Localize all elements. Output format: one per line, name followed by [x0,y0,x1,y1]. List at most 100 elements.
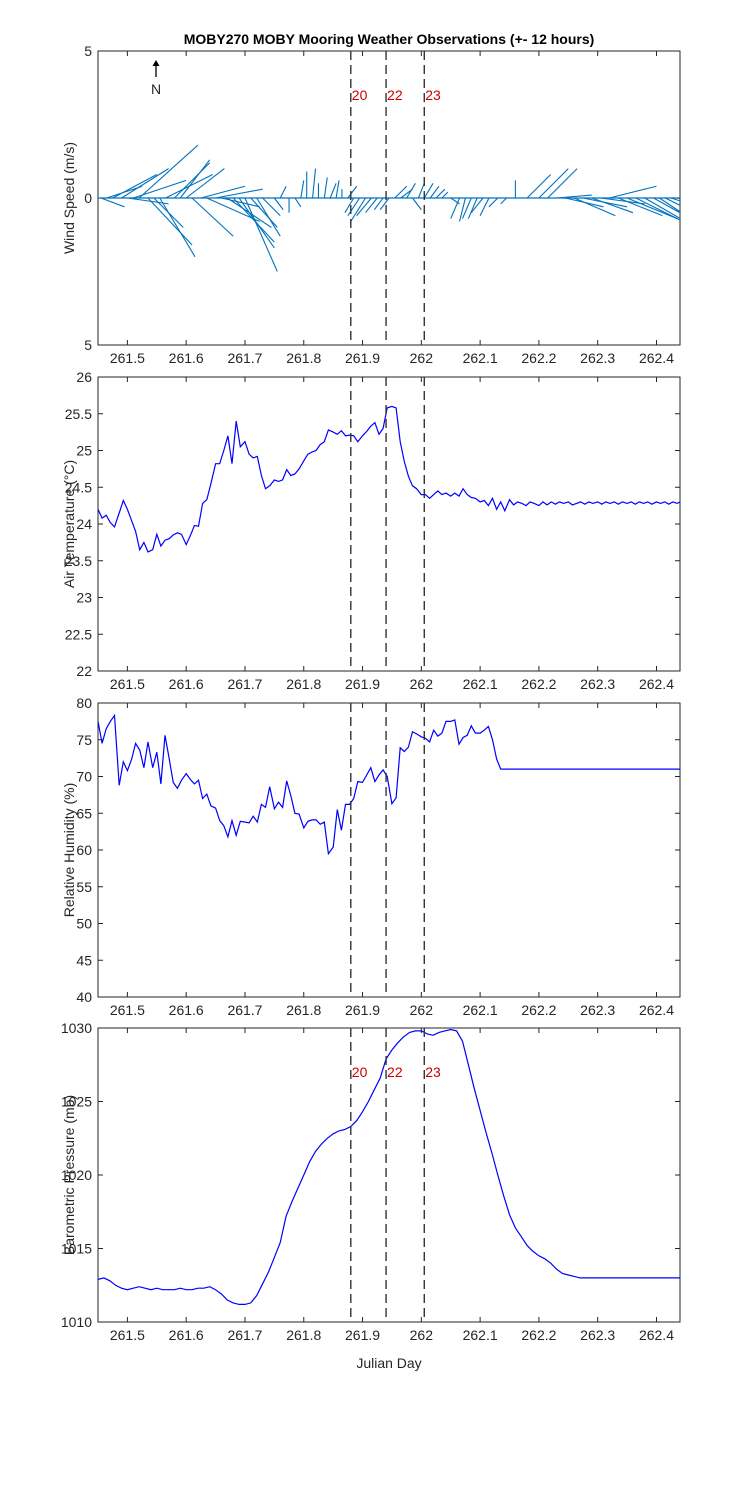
pressure-xtick-label: 261.7 [227,1327,262,1343]
wind-vector [300,180,305,199]
pressure-xlabel: Julian Day [356,1355,421,1371]
wind-vector [526,174,552,199]
airtemp-ytick-label: 26 [76,369,92,385]
airtemp-ytick-label: 24 [76,516,92,532]
airtemp-data [98,405,680,553]
wind-vector [441,191,449,199]
wind-vector [174,162,211,199]
airtemp-panel: 22 22.5 23 23.5 24 24.5 25 25.5 26 261.5 261.6 261.… [61,369,681,692]
panels: 50 5 261.5 261.6 261.7 261.8 261.9 262 262.1 262.… [61,43,681,1371]
wind-vector [112,173,158,199]
humidity-xtick-label: 262.1 [463,1002,498,1018]
airtemp-xtick-label: 262 [410,676,434,692]
humidity-xtick-label: 261.8 [286,1002,321,1018]
wind-ytick-label: 5 [84,337,92,353]
wind-vector [394,185,408,199]
airtemp-xtick-label: 261.6 [169,676,204,692]
wind-xtick-label: 262.2 [521,350,556,366]
pressure-panel: 1010 1015 1020 1025 1030 261.5 261.6 261.7 261.8… [61,1020,681,1371]
airtemp-xtick-label: 262.3 [580,676,615,692]
airtemp-ytick-label: 23 [76,590,92,606]
humidity-xtick-label: 262 [410,1002,434,1018]
humidity-ytick-label: 50 [76,916,92,932]
wind-xtick-label: 261.5 [110,350,145,366]
pressure-ytick-label: 1025 [61,1094,92,1110]
wind-vector [467,197,478,219]
wind-ylabel: Wind Speed (m/s) [61,142,77,254]
wind-ytick-label: 5 [84,43,92,59]
wind-vector [653,197,680,214]
wind-xtick-label: 262 [410,350,434,366]
airtemp-ytick-label: 22 [76,663,92,679]
airtemp-xtick-label: 262.4 [639,676,674,692]
pressure-ytick-label: 1015 [61,1241,92,1257]
airtemp-ytick-label: 25 [76,443,92,459]
humidity-xtick-label: 261.9 [345,1002,380,1018]
airtemp-ylabel: Air Temperature (°C) [61,460,77,588]
humidity-ytick-label: 65 [76,805,92,821]
pressure-xtick-label: 261.9 [345,1327,380,1343]
wind-vector [626,197,678,220]
wind-vector [250,197,278,228]
wind-data [98,144,680,272]
wind-vector [665,197,680,206]
wind-vector [238,197,275,249]
pressure-xtick-label: 262.1 [463,1327,498,1343]
wind-vector [556,194,592,199]
pressure-xtick-label: 261.5 [110,1327,145,1343]
humidity-xtick-label: 262.4 [639,1002,674,1018]
wind-vector [618,197,663,217]
north-arrow-head [152,60,160,66]
wind-vector [644,197,680,220]
humidity-ytick-label: 70 [76,769,92,785]
pressure-data [98,1028,680,1305]
wind-vector [279,185,287,199]
wind-marker-label: 20 [352,87,368,103]
wind-vector [232,197,275,243]
humidity-series-line [98,713,680,856]
wind-xtick-label: 261.7 [227,350,262,366]
wind-vector [323,177,328,199]
wind-vector [221,197,260,208]
wind-vector [335,180,340,199]
pressure-xtick-label: 261.8 [286,1327,321,1343]
humidity-ylabel: Relative Humidity (%) [61,783,77,918]
wind-vector [159,197,196,258]
wind-vector [262,197,281,217]
humidity-ytick-label: 80 [76,695,92,711]
wind-vector [185,168,225,199]
wind-vector [356,197,372,216]
wind-marker-label: 23 [425,87,441,103]
wind-vector [459,197,466,222]
wind-vector [344,197,355,213]
wind-xtick-label: 261.9 [345,350,380,366]
wind-vector [127,197,169,205]
humidity-ytick-label: 40 [76,989,92,1005]
airtemp-ytick-label: 22.5 [65,626,92,642]
airtemp-ytick-label: 25.5 [65,406,92,422]
wind-vector [600,197,645,205]
pressure-marker-label: 22 [387,1064,403,1080]
wind-vector [373,197,384,211]
humidity-xtick-label: 261.7 [227,1002,262,1018]
airtemp-xtick-label: 261.7 [227,676,262,692]
airtemp-xtick-label: 261.9 [345,676,380,692]
wind-xtick-label: 262.3 [580,350,615,366]
wind-vector [256,197,281,237]
wind-vector [100,197,125,208]
wind-vector [138,144,199,199]
wind-vector [273,197,284,211]
humidity-xtick-label: 262.2 [521,1002,556,1018]
humidity-ytick-label: 55 [76,879,92,895]
airtemp-ytick-label: 24.5 [65,479,92,495]
wind-vector [329,183,337,199]
wind-vector [347,185,358,199]
humidity-ytick-label: 60 [76,842,92,858]
wind-vector [200,185,246,199]
airtemp-xtick-label: 262.2 [521,676,556,692]
wind-panel: 5 0 5 261.5 261.6 261.7 261.8 261.9 262 262.1 262.… [61,43,681,366]
wind-vector [365,197,378,214]
wind-vector [294,197,302,208]
wind-vector [500,197,507,205]
